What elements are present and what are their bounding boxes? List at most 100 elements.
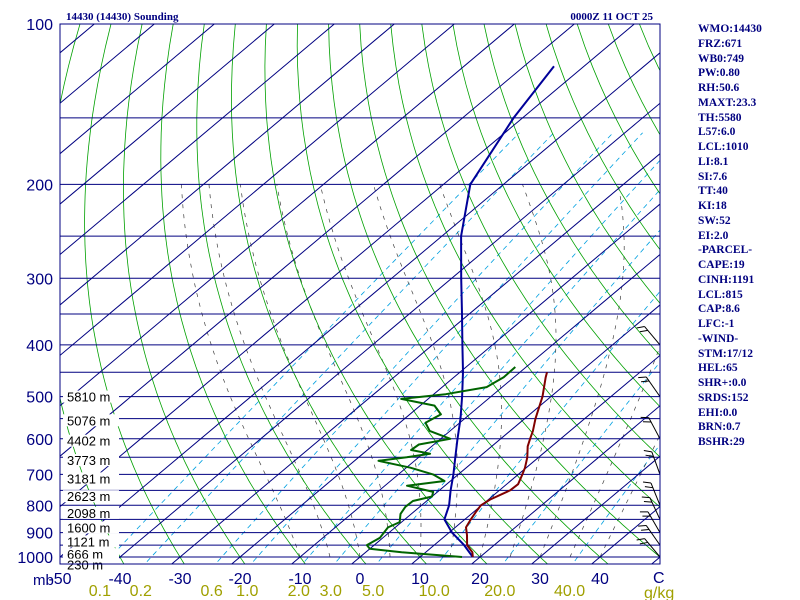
isotherm-line [60,24,395,306]
mixing-ratio-unit-label: g/kg [644,585,674,600]
dry-adiabat [359,24,660,558]
temperature-tick-label: 10 [411,571,429,588]
index-item: RH:50.6 [698,82,740,94]
index-item: CAP:8.6 [698,303,740,316]
isotherm-line [0,24,34,568]
mixing-ratio-tick-label: 40.0 [554,583,585,600]
dry-adiabat [545,24,660,251]
dry-adiabat [670,24,696,568]
height-label-bg [63,390,119,403]
height-label-bg [63,521,119,534]
station-title: 14430 (14430) Sounding [66,11,179,23]
skew-t-diagram: 5810 m 5076 m 4402 m 3773 m 3181 m 2623 m 2098… [0,11,696,600]
mixing-ratio-tick-label: 2.0 [288,583,310,600]
index-item: SRDS:152 [698,391,749,404]
wind-barb [638,376,661,397]
sounding-indices: WMO:14430 FRZ:671 WB0:749 PW:0.80 RH:50.6 MAX… [698,22,798,450]
isotherm-line [410,354,660,564]
temperature-tick-label: 40 [591,571,609,588]
pressure-tick-label: 500 [26,390,53,407]
isotherm-line [60,24,575,457]
isotherm-line [470,405,660,564]
wind-barb [641,496,661,520]
height-label: 1121 m [67,534,109,549]
index-item: PW:0.80 [698,67,740,80]
wind-barbs [636,326,661,558]
index-item: KI:18 [698,200,727,212]
temperature-tick-label: 30 [531,571,549,588]
height-label-bg [63,490,119,503]
pressure-tick-label: 600 [26,432,53,449]
height-label: 5076 m [67,413,110,428]
index-item: EHI:0.0 [698,406,738,419]
index-item: HEL:65 [698,362,738,375]
index-item: CINH:1191 [698,273,755,286]
index-item: WMO:14430 [698,23,762,35]
mixing-ratio-tick-label: 10.0 [419,583,450,600]
wind-barb [636,538,661,558]
dewpoint-trace [365,366,516,558]
pressure-tick-label: 200 [26,177,53,194]
wind-barb [642,481,661,506]
index-item: LI:8.1 [698,155,729,168]
isotherm-line [60,24,275,205]
wind-barb [639,511,661,533]
dry-adiabat [264,24,488,564]
height-label-bg [63,506,119,519]
height-label: 3773 m [67,453,110,468]
index-item: -PARCEL- [698,244,753,257]
temperature-tick-label: -10 [288,571,311,588]
temperature-tick-label: -20 [228,571,251,588]
moist-adiabat [373,184,458,558]
isotherm-line [230,203,660,564]
wind-barb [638,524,661,546]
pressure-tick-label: 100 [26,17,53,34]
temperature-tick-labels: -50 -40 -30 -20 -10 0 10 20 30 40 [48,571,609,588]
isotherm-line [60,24,455,357]
isotherm-line [60,24,515,407]
moist-adiabat [208,184,331,558]
isotherm-line [290,253,660,564]
isotherm-line [530,455,660,564]
height-label-bg [63,472,119,485]
dry-adiabat [390,24,660,508]
index-item: -WIND- [698,332,739,345]
pressure-tick-label: 800 [26,498,53,515]
index-item: WB0:749 [698,52,744,65]
plot-frame [59,23,661,565]
height-label: 2623 m [67,489,110,504]
valid-time: 0000Z 11 OCT 25 [570,11,653,23]
pressure-tick-label: 700 [26,467,53,484]
wind-barb [643,449,661,475]
isotherm-line [60,24,335,256]
dry-adiabat [452,24,660,408]
height-label-bg [63,535,119,548]
pressure-tick-labels: 100 200 300 400 500 600 700 800 900 1000 [17,17,53,567]
parcel-trace [465,371,548,558]
dry-adiabat [296,24,549,564]
index-item: BSHR:29 [698,436,745,448]
height-label-bg [63,434,119,447]
index-item: LCL:1010 [698,141,749,153]
height-label: 4402 m [67,434,110,449]
pressure-tick-label: 1000 [17,550,53,567]
mixing-ratio-tick-label: 1.0 [236,583,258,600]
mixing-ratio-tick-label: 5.0 [362,583,384,600]
dry-adiabat [123,24,246,564]
temperature-tick-label: -50 [48,571,71,588]
height-label: 1600 m [67,520,110,535]
pressure-unit-label: mb [33,572,54,589]
height-label: 2098 m [67,506,110,521]
isotherm-line [60,24,215,155]
dry-adiabat [514,24,660,304]
moist-adiabat [319,184,422,558]
isotherm-line [110,102,660,564]
mixing-ratio-tick-label: 0.2 [130,583,152,600]
mixing-ratio-tick-label: 0.6 [200,583,222,600]
index-item: CAPE:19 [698,259,745,271]
index-item: TH:5580 [698,111,742,124]
index-item: FRZ:671 [698,37,743,50]
height-label: 230 m [67,558,103,573]
mixing-ratio-tick-label: 3.0 [320,583,342,600]
temperature-tick-label: -40 [108,571,131,588]
